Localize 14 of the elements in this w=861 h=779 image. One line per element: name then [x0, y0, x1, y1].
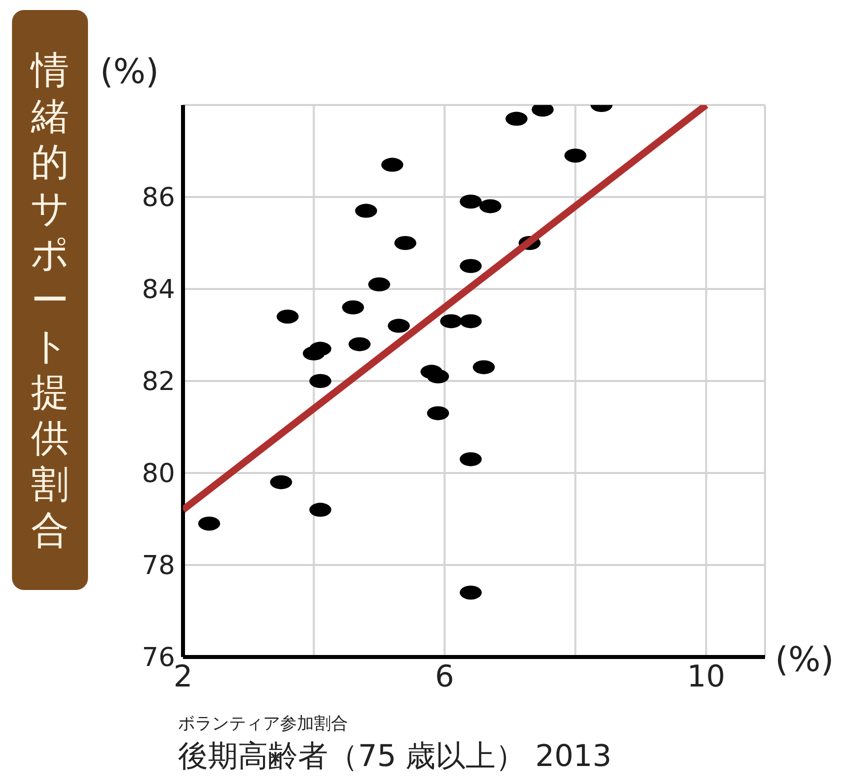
y-tick-label: 82 — [142, 367, 175, 398]
x-tick-label: 6 — [435, 659, 454, 694]
text: (%) — [100, 52, 159, 92]
y-tick-label: 78 — [142, 551, 175, 582]
text: 情緒的サポート提供割合 — [30, 48, 70, 552]
y-tick-label: 80 — [142, 459, 175, 490]
text: 後期高齢者（75 歳以上） 2013 — [178, 738, 612, 776]
text: (%) — [775, 640, 834, 680]
y-tick-label: 84 — [142, 275, 175, 306]
x-axis-title: ボランティア参加割合 — [178, 713, 348, 735]
y-tick-label: 86 — [142, 183, 175, 214]
y-tick-label: 76 — [142, 643, 175, 674]
x-tick-label: 10 — [687, 659, 726, 694]
x-tick-label: 2 — [173, 659, 193, 694]
